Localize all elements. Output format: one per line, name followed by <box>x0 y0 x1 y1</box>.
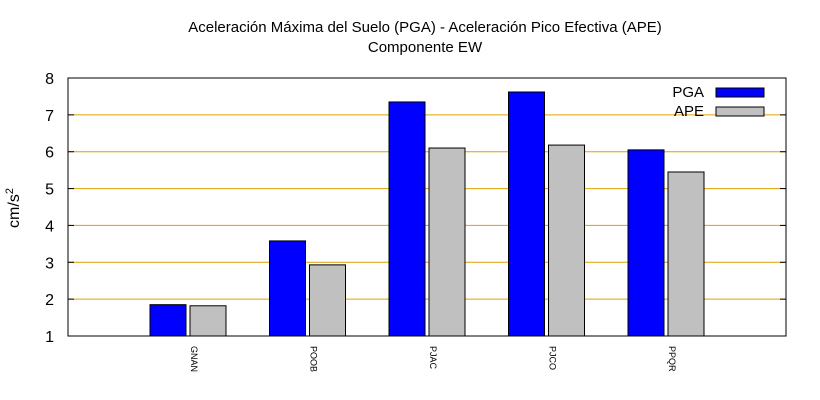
legend: PGA APE <box>672 84 765 120</box>
x-tick-label: PJAC <box>428 346 438 370</box>
x-tick-label: POOB <box>309 346 319 372</box>
y-axis-label: cm/s2 <box>4 188 23 228</box>
y-tick-label: 1 <box>45 329 54 346</box>
plot-frame <box>67 77 787 337</box>
y-tick-label: 2 <box>45 292 54 309</box>
gridlines <box>68 114 786 300</box>
chart-subtitle: Componente EW <box>368 39 483 56</box>
bar-pga-ppqr <box>627 149 665 337</box>
y-axis-label-superscript: 2 <box>4 188 16 194</box>
bar-pga-gnan <box>149 304 187 337</box>
bar-ape-pjco <box>548 144 585 337</box>
y-tick-label: 8 <box>45 71 54 88</box>
y-axis-ticks: 1 2 3 4 5 6 7 8 <box>45 71 786 346</box>
y-axis-label-unit: cm/s <box>6 194 23 228</box>
bar-pga-pjac <box>388 101 426 337</box>
bar-ape-gnan <box>189 305 227 337</box>
bar-pga-poob <box>269 240 306 337</box>
legend-label-pga: PGA <box>672 84 704 101</box>
legend-label-ape: APE <box>674 103 704 120</box>
legend-swatch-ape <box>715 106 765 117</box>
bars <box>149 91 705 337</box>
y-tick-label: 4 <box>45 218 54 235</box>
x-tick-label: PJCO <box>548 346 558 370</box>
y-tick-label: 3 <box>45 255 54 272</box>
y-tick-label: 7 <box>45 108 54 125</box>
y-tick-label: 5 <box>45 182 54 199</box>
bar-ape-ppqr <box>667 171 705 337</box>
x-tick-label: PPQR <box>667 346 677 372</box>
chart-title: Aceleración Máxima del Suelo (PGA) - Ace… <box>188 19 662 36</box>
bar-pga-pjco <box>508 91 545 337</box>
bar-ape-poob <box>309 264 346 337</box>
legend-swatch-pga <box>715 87 765 98</box>
x-tick-label: GNAN <box>189 346 199 372</box>
bar-ape-pjac <box>428 147 466 337</box>
y-tick-label: 6 <box>45 145 54 162</box>
x-axis-labels: GNAN POOB PJAC PJCO PPQR <box>189 346 677 372</box>
